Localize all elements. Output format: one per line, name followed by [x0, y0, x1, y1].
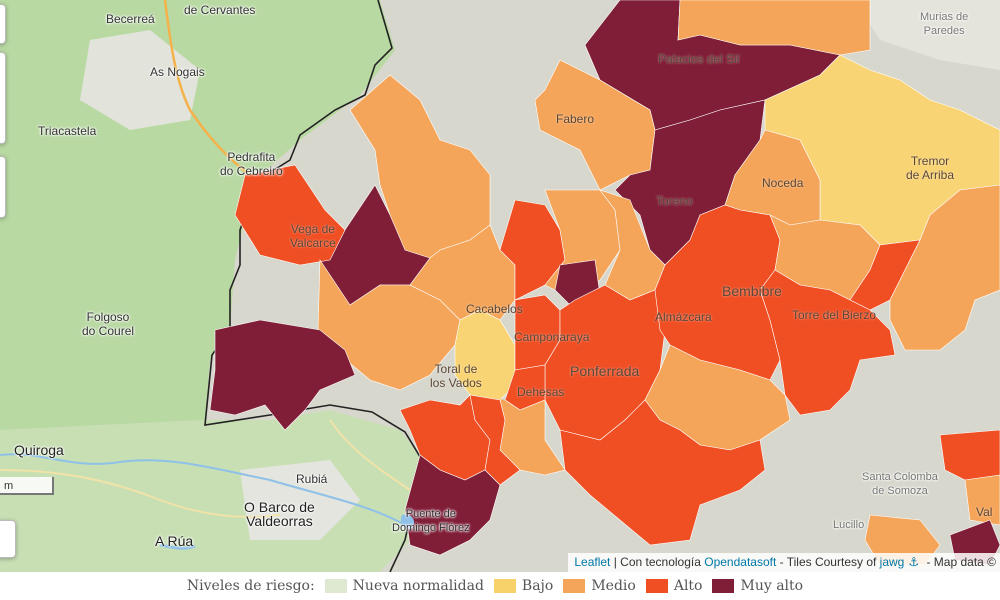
- highway-road: [163, 0, 251, 176]
- map-view[interactable]: Becerreá de Cervantes As Nogais Triacast…: [0, 0, 1000, 572]
- muni-very-high-southwest: [209, 319, 356, 431]
- opendatasoft-link[interactable]: Opendatasoft: [704, 555, 777, 569]
- legend-swatch: [324, 579, 347, 593]
- place-label-arua: A Rúa: [155, 533, 194, 549]
- place-label-bembibre: Bembibre: [722, 283, 782, 299]
- province-border: [204, 0, 426, 572]
- place-label-toral: Toral de los Vados: [430, 362, 482, 390]
- road: [329, 419, 411, 491]
- place-label-camponaraya: Camponaraya: [514, 330, 590, 344]
- muni-vega-de-valcarce: [234, 164, 346, 266]
- place-label-triacastela: Triacastela: [38, 124, 97, 138]
- place-label-val: Val: [976, 505, 993, 519]
- place-label-barco: O Barco de Valdeorras: [244, 499, 315, 529]
- muni-medio-far-east: [889, 184, 1000, 351]
- place-label-fabero: Fabero: [556, 112, 595, 126]
- place-label-pedrafita: Pedrafita do Cebreiro: [220, 150, 283, 178]
- place-label-folgoso: Folgoso do Courel: [82, 310, 135, 338]
- legend-label: Muy alto: [740, 578, 804, 594]
- legend-title: Niveles de riesgo:: [186, 578, 315, 594]
- place-label-cacabelos: Cacabelos: [466, 302, 523, 316]
- legend-item-muy-alto: Muy alto: [712, 578, 803, 594]
- muni-torre-del-bierzo: [759, 269, 896, 416]
- risk-legend: Niveles de riesgo: Nueva normalidad Bajo…: [0, 572, 1000, 600]
- reservoir: [400, 514, 415, 530]
- place-label-ponferrada: Ponferrada: [570, 363, 640, 379]
- attribution-mapdata: - Map data ©: [923, 555, 996, 569]
- place-label-puente: Puente de Domingo Flórez: [392, 508, 470, 534]
- place-label-quiroga: Quiroga: [14, 442, 64, 458]
- place-label-lucillo: Lucillo: [833, 519, 865, 531]
- sil-river: [0, 453, 406, 526]
- place-label-torre: Torre del Bierzo: [792, 308, 877, 322]
- valdeorras-green-area: [0, 410, 430, 572]
- toolbar-control-2[interactable]: [0, 156, 6, 218]
- jawg-icon: ⚓︎: [908, 555, 920, 569]
- legend-label: Alto: [673, 578, 703, 594]
- place-label-noceda: Noceda: [762, 176, 804, 190]
- place-label-becerrea: Becerreá: [106, 12, 155, 26]
- place-label-almazcara: Almázcara: [655, 310, 712, 324]
- attribution-tiles: - Tiles Courtesy of: [776, 555, 880, 569]
- place-label-rubia: Rubiá: [296, 472, 328, 486]
- terrain-patch: [855, 0, 1000, 70]
- place-label-toreno: Toreno: [656, 194, 693, 208]
- muni-puente-de-domingo-florez: [404, 454, 501, 556]
- legend-label: Medio: [591, 578, 636, 594]
- map-attribution: Leaflet | Con tecnología Opendatasoft - …: [568, 553, 1000, 572]
- place-label-cervantes: de Cervantes: [184, 3, 256, 17]
- zoom-control[interactable]: [0, 4, 6, 44]
- place-label-dehesas: Dehesas: [517, 385, 565, 399]
- urban-patch: [80, 30, 200, 130]
- scale-bar: m: [0, 477, 54, 495]
- legend-swatch: [563, 579, 586, 593]
- muni-alto-southwest-2: [469, 394, 521, 486]
- place-label-nogais: As Nogais: [150, 65, 205, 79]
- layers-button[interactable]: [0, 520, 16, 558]
- muni-very-north: [677, 0, 871, 56]
- legend-swatch: [645, 579, 668, 593]
- river: [159, 543, 196, 550]
- place-label-santacolomba: Santa Colomba de Somoza: [862, 471, 938, 497]
- place-label-tremor: Tremor de Arriba: [906, 154, 955, 182]
- legend-label: Bajo: [521, 578, 554, 594]
- legend-item-medio: Medio: [563, 578, 636, 594]
- place-label-vega: Vega de Valcarce: [290, 222, 336, 250]
- municipalities-layer: [209, 0, 1000, 566]
- place-label-palacios: Palacios del Sil: [658, 52, 740, 66]
- legend-item-bajo: Bajo: [493, 578, 554, 594]
- legend-item-nueva-normalidad: Nueva normalidad: [324, 578, 484, 594]
- toolbar-control[interactable]: [0, 52, 6, 144]
- legend-item-alto: Alto: [645, 578, 703, 594]
- map-canvas: [0, 0, 1000, 572]
- attribution-sep: | Con tecnología: [610, 555, 705, 569]
- road: [0, 469, 281, 518]
- leaflet-link[interactable]: Leaflet: [574, 555, 611, 569]
- muni-medio-far-southeast: [964, 474, 1000, 526]
- muni-alto-south: [559, 399, 766, 546]
- legend-swatch: [493, 579, 516, 593]
- legend-swatch: [712, 579, 735, 593]
- jawg-link[interactable]: jawg: [879, 555, 905, 569]
- place-label-murias: Murias de Paredes: [920, 11, 969, 37]
- legend-label: Nueva normalidad: [352, 578, 484, 594]
